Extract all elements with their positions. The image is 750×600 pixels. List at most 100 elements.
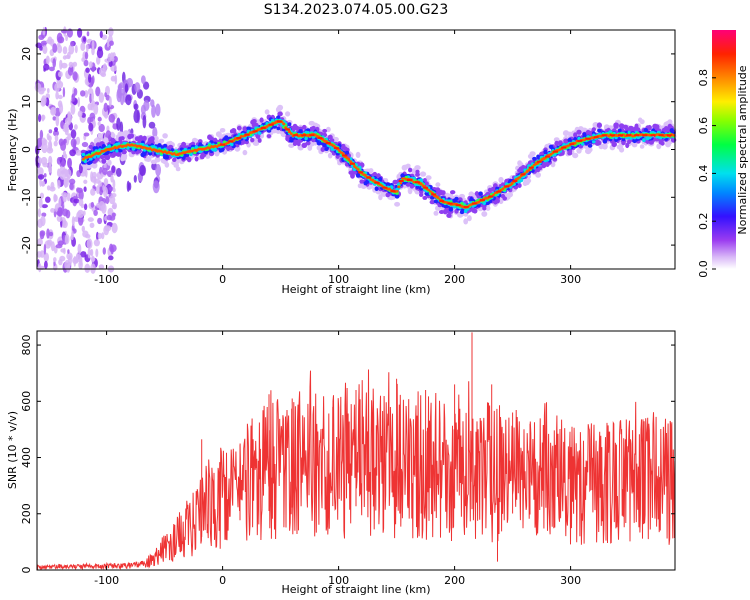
ridge-mark [654, 124, 660, 130]
ridge-mark [276, 115, 281, 120]
ridge-mark [592, 140, 596, 144]
ridge-mark [371, 178, 375, 182]
ridge-mark [353, 164, 356, 168]
noise-blob [81, 57, 85, 62]
noise-blob [90, 102, 94, 111]
ridge-mark [186, 157, 192, 163]
ridge-mark [667, 119, 673, 125]
noise-blob [70, 129, 77, 139]
ridge-mark [322, 128, 328, 133]
noise-blob [152, 126, 158, 139]
colorbar-tick-label: 0.0 [697, 260, 710, 278]
ridge-mark [172, 157, 177, 162]
ridge-mark [378, 176, 383, 182]
noise-blob [101, 34, 108, 40]
ridge-mark [581, 142, 585, 146]
ridge-mark [526, 173, 532, 180]
ridge-mark [596, 122, 603, 128]
ridge-mark [385, 182, 390, 187]
noise-blob [102, 167, 108, 175]
ridge-mark [208, 146, 211, 150]
noise-blob [40, 215, 46, 227]
noise-blob [86, 31, 90, 37]
noise-blob [68, 44, 75, 55]
ridge-mark [258, 127, 262, 131]
ridge-mark [97, 133, 103, 139]
noise-blob [91, 46, 95, 56]
noise-blob [86, 238, 93, 249]
ridge-mark [136, 148, 142, 154]
noise-blob [81, 141, 89, 148]
ridge-mark [656, 143, 662, 150]
ridge-mark [597, 140, 602, 146]
ridge-mark [517, 183, 522, 188]
noise-blob [143, 100, 150, 111]
noise-blob [87, 217, 94, 222]
ridge-mark [284, 126, 288, 129]
ridge-mark [356, 168, 360, 171]
noise-blob [57, 207, 63, 217]
ridge-mark [395, 190, 399, 193]
ridge-mark [257, 138, 262, 143]
ridge-mark [425, 175, 432, 181]
ridge-mark [518, 176, 521, 179]
ridge-mark [194, 156, 199, 162]
ridge-mark [602, 139, 608, 144]
ridge-mark [532, 156, 537, 161]
noise-blob [43, 243, 47, 255]
noise-blob [77, 97, 80, 107]
noise-blob [99, 30, 103, 39]
noise-blob [60, 141, 67, 151]
ridge-mark [433, 210, 439, 216]
spectrogram-marks [34, 26, 677, 274]
noise-blob [95, 178, 100, 184]
noise-blob [64, 127, 69, 136]
ridge-mark [388, 187, 391, 191]
y-tick-label: -10 [20, 188, 33, 206]
ridge-mark [298, 129, 303, 134]
noise-blob [84, 51, 89, 60]
ridge-mark [400, 173, 405, 178]
x-tick-label: -100 [94, 574, 119, 587]
noise-blob [52, 43, 58, 53]
noise-blob [73, 255, 77, 267]
ridge-mark [554, 140, 559, 147]
noise-blob [49, 231, 54, 237]
ridge-mark [429, 190, 432, 193]
noise-blob [111, 212, 116, 218]
ridge-mark [195, 148, 199, 153]
noise-blob [98, 123, 105, 133]
ridge-mark [597, 128, 602, 133]
ridge-mark [427, 188, 430, 192]
noise-blob [49, 140, 52, 152]
noise-blob [58, 103, 64, 114]
ridge-mark [436, 196, 440, 199]
noise-blob [75, 136, 81, 145]
noise-blob [97, 116, 102, 122]
x-tick-label: 100 [328, 273, 349, 286]
ridge-mark [98, 151, 102, 155]
y-tick-label: 200 [20, 503, 33, 524]
ridge-mark [250, 137, 255, 143]
noise-blob [37, 238, 43, 246]
ridge-mark [341, 152, 345, 156]
ridge-mark [110, 133, 116, 139]
noise-blob [65, 34, 68, 42]
ridge-mark [405, 178, 408, 181]
ridge-mark [148, 151, 153, 156]
noise-blob [39, 129, 44, 140]
ridge-mark [230, 142, 234, 147]
ridge-mark [255, 134, 260, 139]
ridge-mark [344, 150, 350, 155]
ridge-mark [502, 196, 508, 201]
noise-blob [93, 103, 99, 115]
ridge-mark [281, 127, 286, 132]
ridge-mark [379, 183, 382, 187]
noise-blob [41, 95, 47, 106]
noise-blob [82, 230, 89, 238]
snr-panel: -100 0 100 200 300 0 200 400 600 800 Height of s… [6, 330, 676, 596]
spectrogram-y-ticks: -20 -10 0 10 20 [20, 47, 675, 254]
noise-blob [98, 264, 105, 270]
noise-blob [54, 134, 59, 142]
noise-blob [64, 117, 72, 126]
